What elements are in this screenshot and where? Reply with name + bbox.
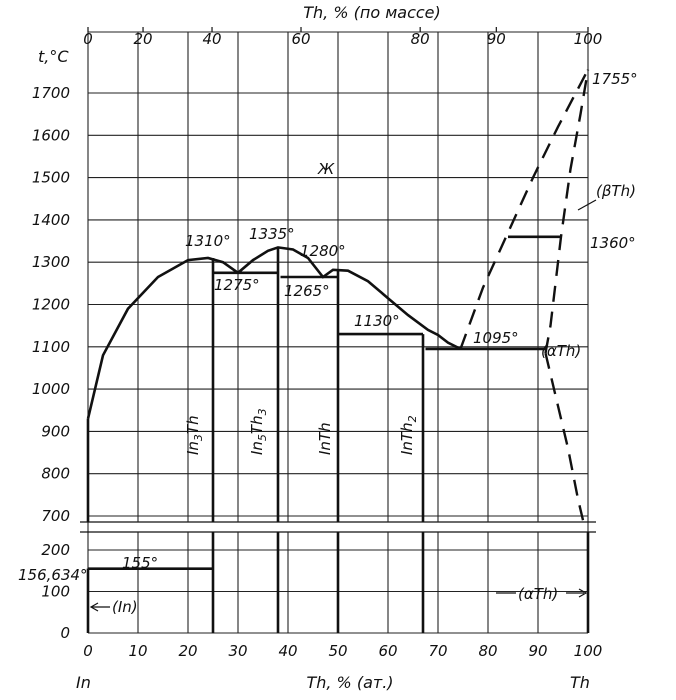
in-melting-label: 156,634°: [18, 566, 88, 584]
y-tick-label: 1100: [32, 338, 70, 356]
alpha-th-arrow: [578, 588, 588, 598]
beta-th-label: (βTh): [596, 182, 636, 200]
bottom-tick-label: 80: [478, 642, 497, 660]
alpha-th-lower-label: (αTh): [518, 585, 558, 603]
bottom-tick-label: 90: [528, 642, 547, 660]
top-tick-label: 40: [202, 30, 221, 48]
compound-name: InTh: [316, 422, 334, 455]
isotherm-label: 1275°: [214, 276, 260, 294]
y-tick-label: 1500: [32, 169, 70, 187]
compound-name-part: In: [184, 441, 202, 455]
y-tick-label: 1200: [32, 296, 70, 314]
phase-boundary-2: [459, 69, 590, 350]
bottom-tick-label: 0: [83, 642, 93, 660]
bottom-tick-label: 30: [228, 642, 247, 660]
melting-point-label: 1310°: [185, 232, 231, 250]
bottom-tick-label: 40: [278, 642, 297, 660]
bottom-tick-label: 70: [428, 642, 447, 660]
ticks: 7008009001000110012001300140015001600170…: [32, 27, 603, 660]
compound-name-part: In: [248, 441, 266, 455]
y-tick-label: 1400: [32, 211, 70, 229]
compound-name-part: InTh: [398, 422, 416, 455]
phase-boundary-4: [544, 352, 585, 521]
y-tick-label: 900: [41, 422, 70, 440]
in-solid-label: (In): [112, 598, 138, 616]
y-axis-title: t,°C: [38, 47, 69, 66]
bottom-tick-label: 50: [328, 642, 347, 660]
melting-point-label: 1280°: [300, 242, 346, 260]
compound-name: In5Th3: [248, 408, 269, 455]
melting-point-label: 1335°: [249, 225, 295, 243]
curves: [86, 69, 590, 633]
in-solid-arrow: [89, 602, 99, 612]
y-tick-label: 100: [41, 583, 70, 601]
top-tick-label: 80: [411, 30, 430, 48]
bottom-left-end-label: In: [76, 673, 91, 692]
compound-name-part: 5: [256, 434, 269, 441]
th-melting-label: 1755°: [592, 70, 638, 88]
compound-name: In3Th: [184, 415, 205, 455]
bottom-tick-label: 60: [378, 642, 397, 660]
compound-name-part: 2: [406, 415, 419, 422]
compound-name: InTh2: [398, 415, 419, 455]
bottom-axis-title: Th, % (ат.): [306, 673, 393, 692]
compound-name-part: Th: [248, 415, 266, 434]
liquid-region-label: Ж: [317, 160, 335, 178]
bottom-right-end-label: Th: [570, 673, 590, 692]
phase-boundary-3: [544, 69, 590, 354]
y-tick-label: 700: [41, 507, 70, 525]
beta-th-leader: [577, 199, 597, 211]
isotherm-label: 1130°: [354, 312, 400, 330]
bottom-tick-label: 100: [574, 642, 603, 660]
y-tick-label: 800: [41, 465, 70, 483]
y-tick-label: 0: [60, 624, 70, 642]
isotherm-label: 155°: [122, 554, 158, 572]
y-tick-label: 1000: [32, 380, 70, 398]
compound-name-part: InTh: [316, 422, 334, 455]
y-tick-label: 1600: [32, 126, 70, 144]
top-axis-title: Th, % (по массе): [303, 3, 441, 22]
alpha-th-upper-label: (αTh): [541, 342, 581, 360]
isotherm-label: 1095°: [473, 329, 519, 347]
y-tick-label: 1300: [32, 253, 70, 271]
labels: 1310° 1335° 1280° 1275° 1265° 1130° 1095° 1360°…: [18, 70, 638, 616]
top-tick-label: 100: [574, 30, 603, 48]
phase-boundary-1: [86, 246, 462, 419]
isotherm-label: 1360°: [590, 234, 636, 252]
top-tick-label: 0: [83, 30, 93, 48]
compound-name-part: Th: [184, 415, 202, 434]
isotherm-label: 1265°: [284, 282, 330, 300]
y-tick-label: 1700: [32, 84, 70, 102]
compound-name-part: 3: [192, 434, 205, 441]
bottom-tick-label: 20: [178, 642, 197, 660]
bottom-tick-label: 10: [128, 642, 147, 660]
y-tick-label: 200: [41, 541, 70, 559]
compound-name-part: 3: [256, 408, 269, 415]
top-tick-label: 60: [291, 30, 310, 48]
top-tick-label: 20: [133, 30, 152, 48]
top-tick-label: 90: [487, 30, 506, 48]
